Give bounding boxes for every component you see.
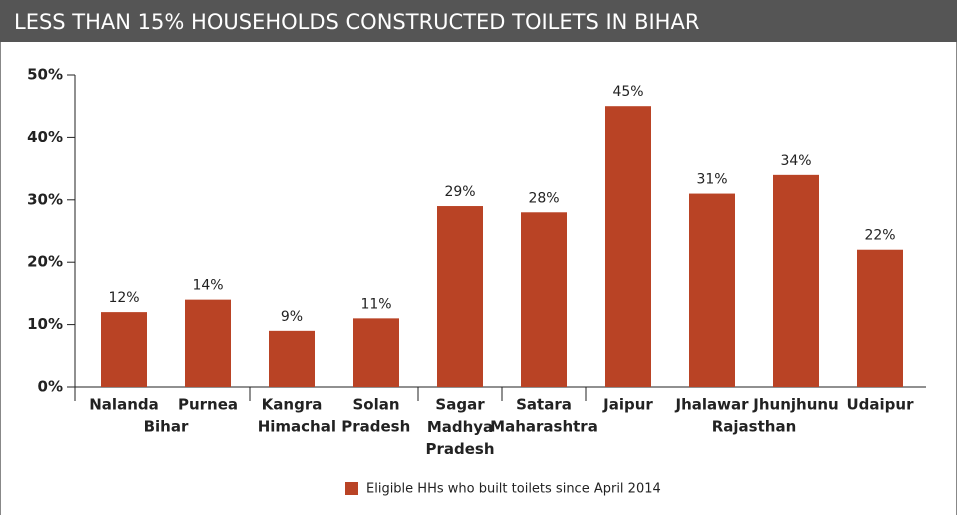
bar xyxy=(353,318,399,387)
value-label: 9% xyxy=(281,309,303,325)
value-label: 34% xyxy=(780,153,811,169)
group-label: Bihar xyxy=(144,418,189,436)
value-label: 29% xyxy=(444,184,475,200)
bar xyxy=(605,106,651,387)
x-tick-label: Jhalawar xyxy=(674,396,749,414)
x-tick-label: Jaipur xyxy=(602,396,653,414)
group-label: Rajasthan xyxy=(712,418,797,436)
legend-label: Eligible HHs who built toilets since Apr… xyxy=(366,482,661,497)
bar xyxy=(773,174,819,387)
y-tick-label: 0% xyxy=(38,378,63,396)
bar xyxy=(689,193,735,387)
y-tick-label: 50% xyxy=(27,66,63,84)
x-tick-label: Purnea xyxy=(178,396,238,414)
value-label: 31% xyxy=(696,172,727,188)
group-label: Madhya Pradesh xyxy=(425,418,494,458)
title-band xyxy=(0,0,957,42)
bar xyxy=(269,330,315,387)
value-label: 45% xyxy=(612,84,643,100)
bar xyxy=(857,249,903,387)
chart-title: LESS THAN 15% HOUSEHOLDS CONSTRUCTED TOI… xyxy=(14,10,699,34)
y-tick-label: 40% xyxy=(27,128,63,146)
group-label: Himachal Pradesh xyxy=(258,418,411,436)
group-label: Maharashtra xyxy=(490,418,598,436)
bar xyxy=(185,299,231,387)
y-tick-label: 10% xyxy=(27,315,63,333)
x-tick-label: Jhunjhunu xyxy=(752,396,838,414)
x-tick-label: Solan xyxy=(352,396,399,414)
value-label: 11% xyxy=(360,296,391,312)
x-tick-label: Kangra xyxy=(262,396,323,414)
x-tick-label: Udaipur xyxy=(847,396,915,414)
value-label: 22% xyxy=(864,228,895,244)
bar xyxy=(101,312,147,387)
bar xyxy=(437,206,483,387)
value-label: 14% xyxy=(192,278,223,294)
value-label: 12% xyxy=(108,290,139,306)
y-tick-label: 30% xyxy=(27,190,63,208)
x-tick-label: Satara xyxy=(516,396,572,414)
y-tick-label: 20% xyxy=(27,253,63,271)
legend-swatch xyxy=(345,482,358,495)
bar xyxy=(521,212,567,387)
x-tick-label: Sagar xyxy=(435,396,485,414)
value-label: 28% xyxy=(528,190,559,206)
x-tick-label: Nalanda xyxy=(89,396,158,414)
